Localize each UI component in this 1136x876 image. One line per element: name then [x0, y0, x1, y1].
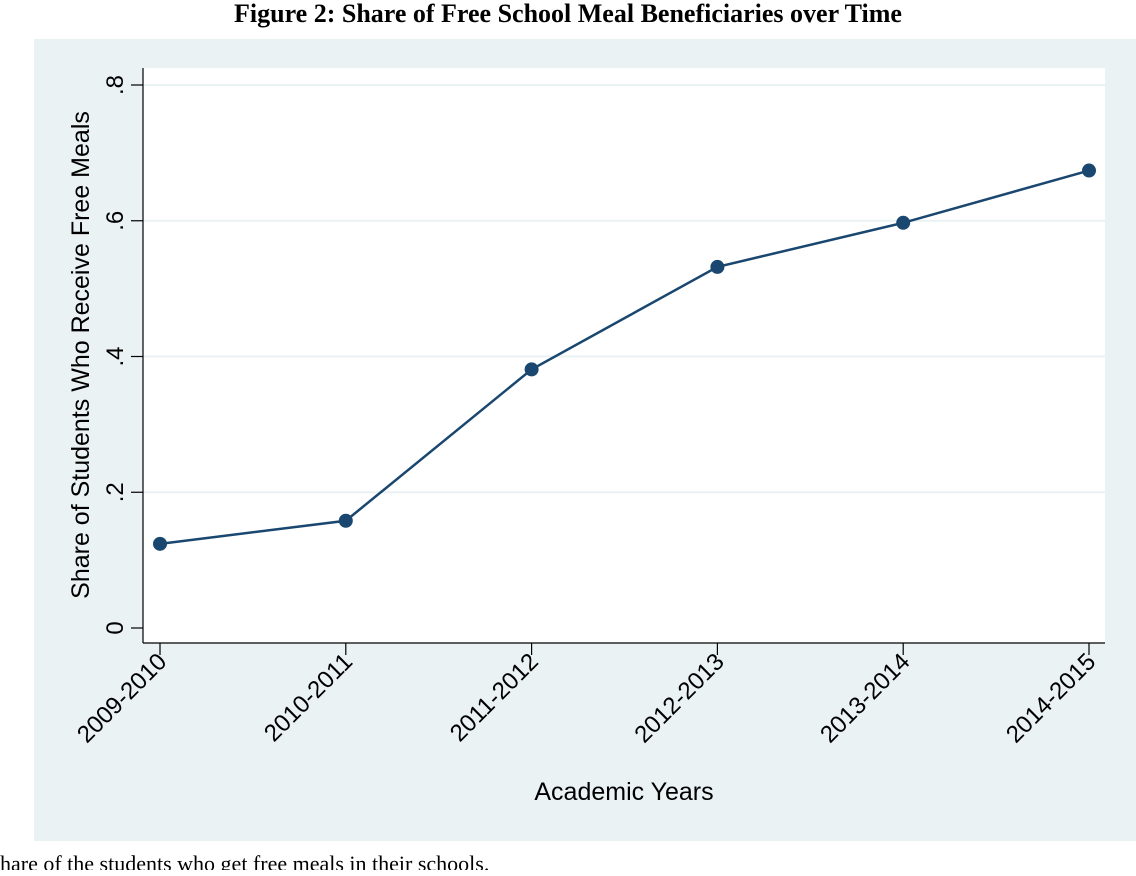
- y-tick-label: 0: [102, 621, 129, 634]
- data-point: [1082, 163, 1096, 178]
- figure-caption: hare of the students who get free meals …: [0, 851, 490, 876]
- y-tick-label: .2: [102, 482, 129, 502]
- x-axis-title: Academic Years: [534, 778, 713, 806]
- data-point: [153, 536, 167, 551]
- y-tick-label: .4: [102, 346, 129, 366]
- data-point: [710, 259, 725, 274]
- data-point: [896, 215, 911, 230]
- y-ticks: 0 .2 .4 .6 .8: [102, 75, 143, 635]
- data-point: [338, 513, 353, 528]
- figure-title: Figure 2: Share of Free School Meal Bene…: [234, 0, 902, 28]
- series-layer: [153, 163, 1096, 551]
- y-tick-label: .8: [102, 75, 129, 95]
- y-tick-label: .6: [102, 211, 129, 231]
- data-point: [524, 362, 539, 377]
- series-line: [159, 169, 1090, 546]
- gridlines: [143, 84, 1105, 494]
- y-axis-title: Share of Students Who Receive Free Meals: [67, 111, 95, 599]
